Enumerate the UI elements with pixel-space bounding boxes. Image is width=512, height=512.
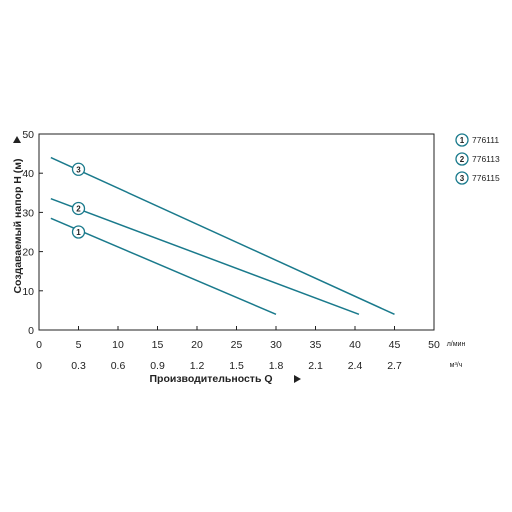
x-tick-label: 45 <box>389 339 401 351</box>
y-axis-arrow-icon <box>13 136 21 143</box>
x-tick-label: 5 <box>76 339 82 351</box>
legend-entry-776113: 776113 <box>472 154 500 164</box>
x-tick-label: 25 <box>231 339 243 351</box>
x-tick-label: 15 <box>152 339 164 351</box>
plot-area <box>38 133 435 331</box>
curve-776115 <box>50 156 395 316</box>
legend-marker <box>455 171 469 185</box>
curve-marker-label: 1 <box>76 228 81 237</box>
performance-curves: 1 2 3 <box>50 156 395 316</box>
y-tick-label: 10 <box>22 286 34 298</box>
x2-tick-label: 2.7 <box>387 360 402 372</box>
x2-tick-label: 1.8 <box>269 360 284 372</box>
curve-marker-label: 3 <box>76 165 81 174</box>
curve-776111 <box>50 217 277 316</box>
curve-marker-2 <box>71 201 86 216</box>
legend-marker-label: 1 <box>460 136 465 145</box>
x2-tick-label: 0.9 <box>150 360 165 372</box>
x-tick-label: 40 <box>349 339 361 351</box>
x2-tick-label: 2.4 <box>348 360 363 372</box>
x2-tick-label: 0 <box>36 360 42 372</box>
x-tick-label: 50 <box>428 339 440 351</box>
x-axis-arrow-icon <box>294 375 301 383</box>
y-tick-label: 30 <box>22 207 34 219</box>
x2-unit-label: м³/ч <box>450 362 463 369</box>
x2-tick-label: 0.3 <box>71 360 86 372</box>
curve-marker-3 <box>71 162 86 176</box>
y-tick-label: 40 <box>22 168 34 180</box>
y-tick-label: 0 <box>28 325 34 337</box>
y-tick-label: 20 <box>22 247 34 259</box>
x-tick-label: 30 <box>270 339 282 351</box>
x-tick-label: 0 <box>36 339 42 351</box>
legend-entry-776115: 776115 <box>472 173 500 183</box>
legend: 1 776111 2 776113 3 776115 <box>455 133 500 185</box>
legend-marker-label: 3 <box>460 174 465 183</box>
curve-776113 <box>50 197 360 316</box>
legend-entry-776111: 776111 <box>472 135 499 145</box>
x-tick-label: 10 <box>112 339 124 351</box>
x-tick-label: 35 <box>310 339 322 351</box>
legend-marker <box>455 152 469 166</box>
x-tick-label: 20 <box>191 339 203 351</box>
x-unit-label: л/мин <box>447 341 466 348</box>
x-axis-title: Производительность Q <box>149 373 301 385</box>
x-axis-title-text: Производительность Q <box>149 373 272 385</box>
curve-marker-1 <box>71 225 86 239</box>
plot-frame <box>38 133 435 331</box>
legend-marker <box>455 133 469 147</box>
x2-tick-label: 0.6 <box>111 360 126 372</box>
x2-tick-label: 1.2 <box>190 360 205 372</box>
x2-tick-label: 2.1 <box>308 360 323 372</box>
y-axis-title-text: Создаваемый напор H (м) <box>12 158 24 293</box>
legend-marker-label: 2 <box>460 155 465 164</box>
axes: 0 10 20 30 40 50 0 5 10 15 20 25 30 35 40 45 50 0 0.3 0.6 0.… <box>22 129 440 372</box>
x2-tick-label: 1.5 <box>229 360 244 372</box>
y-tick-label: 50 <box>22 129 34 141</box>
curve-marker-label: 2 <box>76 204 81 213</box>
y-axis-title: Создаваемый напор H (м) <box>12 136 24 294</box>
